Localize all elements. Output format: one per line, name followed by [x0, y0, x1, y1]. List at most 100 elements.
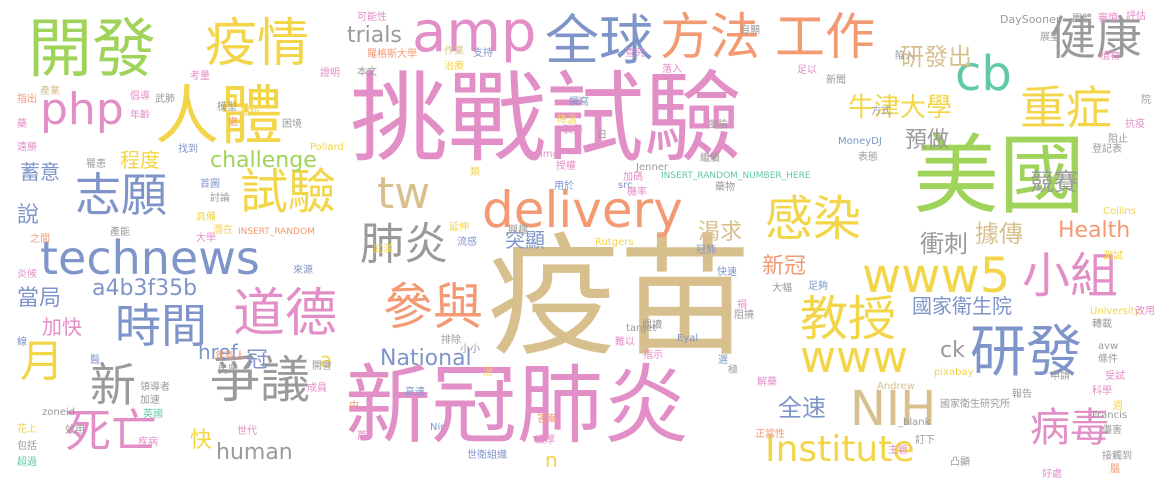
- word: 製藥: [563, 125, 583, 136]
- word: 繼續: [700, 153, 720, 164]
- word: 世代: [237, 426, 257, 437]
- word: 病毒: [1030, 405, 1110, 451]
- word: 當局: [17, 286, 62, 311]
- word: 超過: [17, 457, 37, 468]
- word: 健康: [1050, 11, 1142, 65]
- word: img: [540, 149, 559, 160]
- word: 選: [718, 355, 728, 366]
- word: 足夠: [808, 281, 828, 292]
- word: MoneyDJ: [838, 136, 882, 147]
- word: 阻止: [1108, 134, 1128, 145]
- word: INSERT_RANDOM_NUMBER_HERE: [661, 171, 811, 181]
- word: 遠勝: [17, 142, 37, 153]
- word: 登記表: [1092, 144, 1122, 155]
- word: 渴求: [698, 220, 743, 245]
- word: php: [40, 84, 124, 135]
- word: 牛津大學: [848, 93, 953, 123]
- word: 來源: [293, 265, 313, 276]
- word: 國家衛生院: [912, 294, 1012, 318]
- word: 延伸: [449, 222, 469, 233]
- word: 指示: [643, 350, 663, 361]
- word: Health: [1058, 218, 1131, 243]
- word: 蓄意: [20, 160, 60, 184]
- word: 武漢: [373, 244, 393, 255]
- word: 教授: [800, 291, 897, 347]
- word: 申請: [1050, 371, 1070, 382]
- word: 審慎: [1098, 13, 1118, 24]
- word: 治: [483, 367, 493, 378]
- word: 流感: [457, 237, 477, 248]
- word: 團體: [1072, 14, 1092, 25]
- word: 週: [1113, 401, 1123, 412]
- word: pixabay: [934, 367, 974, 378]
- word: 線: [17, 337, 27, 348]
- word: 研發: [970, 320, 1082, 385]
- word: 足以: [797, 65, 817, 76]
- word: 捐: [737, 300, 747, 311]
- word: 難以: [615, 337, 635, 348]
- word: 加快: [42, 315, 82, 339]
- word: 類: [470, 167, 480, 178]
- word: INSERT_RANDOM: [238, 227, 315, 237]
- word: src: [618, 180, 633, 191]
- word: 抗疫: [1125, 119, 1145, 130]
- word: 腦: [1110, 464, 1120, 475]
- word: 突顯: [505, 228, 545, 252]
- word: 訂下: [915, 435, 935, 446]
- word: 產業: [40, 86, 60, 97]
- word: human: [216, 440, 293, 465]
- word: 開會: [312, 361, 332, 372]
- word: 超級: [240, 107, 260, 118]
- word: 主管: [888, 445, 908, 456]
- word: 用於: [554, 181, 574, 192]
- word: 武肺: [155, 94, 175, 105]
- word: 中: [349, 401, 359, 412]
- word: 倡導: [130, 91, 150, 102]
- word: 大幅: [772, 283, 792, 294]
- word: 志願: [75, 168, 167, 222]
- word: trials: [347, 23, 402, 48]
- word: Jenner: [636, 162, 669, 173]
- word: 支持: [473, 48, 493, 59]
- word: 領導者: [140, 382, 170, 393]
- word: 年齡: [130, 110, 150, 121]
- word: 產能: [110, 227, 130, 238]
- word: 院: [1141, 95, 1151, 106]
- word: 研發出: [900, 43, 972, 71]
- word: 展望: [1040, 32, 1060, 43]
- word: 高達: [405, 387, 425, 398]
- word: 極: [728, 365, 738, 376]
- word: 條件: [1098, 354, 1118, 365]
- word: 據傳: [975, 220, 1023, 248]
- word: technews: [40, 231, 260, 285]
- word: 說: [17, 203, 40, 228]
- word: DaySooner: [1000, 13, 1061, 26]
- word: 日: [597, 130, 607, 141]
- word: 時間: [115, 299, 207, 353]
- word: 衝刺: [920, 230, 968, 258]
- word: 解藥: [757, 377, 777, 388]
- word: 濃厚: [535, 435, 555, 446]
- word: 藥: [17, 119, 27, 130]
- word: 找到: [178, 144, 198, 155]
- word: 接觸到: [1102, 451, 1132, 462]
- word: 降溫: [557, 115, 577, 126]
- word: 證明: [320, 68, 340, 79]
- word: 包括: [17, 441, 37, 452]
- word: 疫情: [205, 14, 310, 74]
- word: 興趣: [508, 225, 528, 236]
- word: delivery: [482, 181, 683, 239]
- word: 冠肺: [696, 245, 716, 256]
- word: 疾病: [138, 437, 158, 448]
- word: 大學: [196, 233, 216, 244]
- word: 成員: [307, 383, 327, 394]
- word: href: [198, 340, 238, 364]
- word: a: [320, 348, 333, 372]
- word: challenge: [210, 148, 317, 173]
- word: 世衛組織: [467, 450, 507, 461]
- word: 人體: [155, 80, 283, 154]
- word: Pollard: [310, 142, 344, 153]
- word: 科學: [1092, 386, 1112, 397]
- word: 快: [190, 428, 213, 453]
- word: 小小: [460, 344, 480, 355]
